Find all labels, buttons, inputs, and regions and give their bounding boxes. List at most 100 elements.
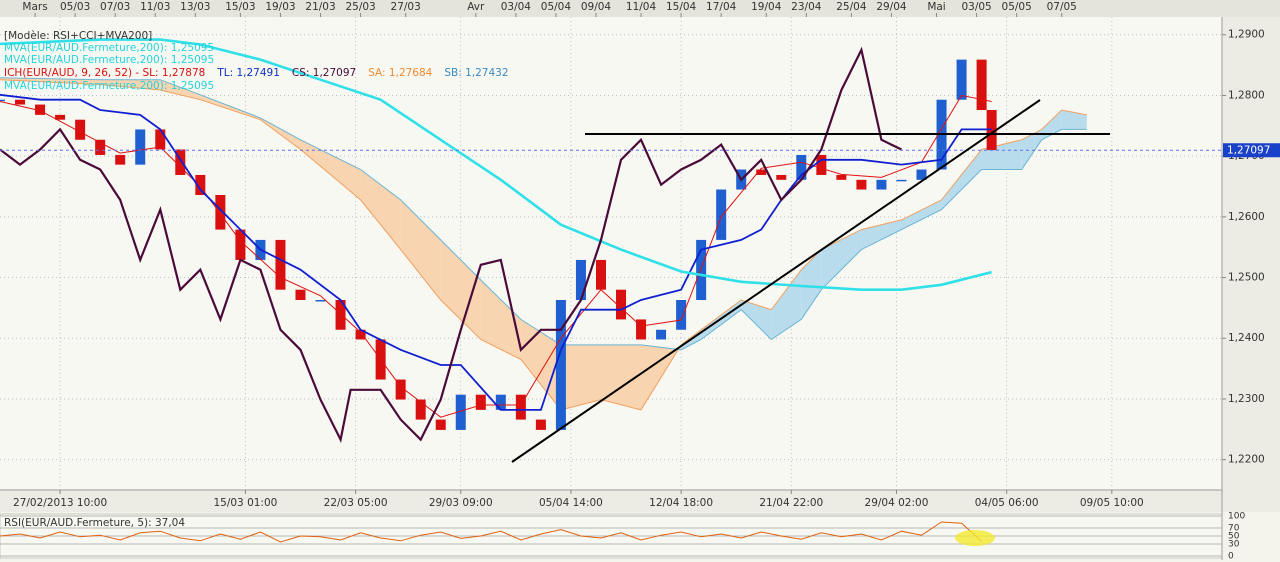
- candle: [676, 300, 687, 330]
- candle: [175, 149, 186, 175]
- candle: [0, 99, 5, 102]
- candle: [475, 394, 486, 410]
- top-axis-bar: [0, 0, 1280, 17]
- candle: [986, 110, 997, 151]
- candle: [756, 169, 767, 175]
- top-tick-label: 19/04: [751, 1, 782, 13]
- top-tick-label: Mars: [22, 1, 47, 13]
- indicator-line: [0, 38, 992, 291]
- rsi-tick-label: 50: [1228, 532, 1240, 542]
- x-tick-label: 27/02/2013 10:00: [13, 497, 107, 509]
- top-tick-label: 25/04: [836, 1, 867, 13]
- cloud-fill: [100, 79, 161, 90]
- candle: [696, 239, 707, 301]
- cloud-fill: [901, 199, 942, 230]
- top-tick-label: 07/05: [1047, 1, 1077, 13]
- rsi-tick-label: 100: [1228, 512, 1245, 522]
- cloud-fill: [1021, 129, 1042, 170]
- candle: [355, 329, 366, 340]
- top-tick-label: 05/04: [541, 1, 572, 13]
- candle: [976, 59, 987, 111]
- indicator-line: [0, 94, 992, 418]
- top-tick-label: 23/04: [791, 1, 822, 13]
- cloud-fill: [941, 149, 982, 210]
- top-tick-label: 15/04: [666, 1, 697, 13]
- candle: [656, 329, 667, 340]
- top-tick-label: 15/03: [225, 1, 255, 13]
- legend-entry: ICH(EUR/AUD, 9, 26, 52) - SL: 1,27878: [4, 67, 205, 79]
- candle: [575, 259, 586, 301]
- legend-entry: MVA(EUR/AUD.Fermeture,200): 1,25095: [4, 42, 214, 54]
- senkou-a: [0, 79, 1087, 411]
- legend-entry: MVA(EUR/AUD.Fermeture,200): 1,25095: [4, 54, 214, 66]
- y-tick-label: 1,2200: [1228, 454, 1265, 466]
- x-tick-label: 05/04 14:00: [539, 497, 603, 509]
- cloud-fill: [160, 79, 201, 100]
- y-tick-label: 1,2500: [1228, 272, 1265, 284]
- cloud-fill: [1061, 110, 1087, 130]
- candle: [716, 189, 727, 240]
- top-tick-label: Avr: [467, 1, 485, 13]
- candle: [515, 394, 526, 420]
- candle: [876, 179, 887, 190]
- top-tick-label: 09/04: [581, 1, 612, 13]
- candle: [155, 129, 166, 150]
- candle: [836, 174, 847, 180]
- candle: [636, 319, 647, 340]
- top-tick-label: 13/03: [180, 1, 210, 13]
- x-tick-label: 12/04 18:00: [649, 497, 713, 509]
- candle: [395, 379, 406, 400]
- candle: [415, 399, 426, 420]
- candle: [235, 229, 246, 260]
- candle: [495, 394, 506, 410]
- candle: [916, 169, 927, 180]
- candle: [555, 300, 566, 430]
- y-tick-label: 1,2800: [1228, 89, 1265, 101]
- candle: [335, 300, 346, 330]
- candle: [215, 194, 226, 230]
- top-tick-label: 27/03: [391, 1, 421, 13]
- last-price-label: 1,27097: [1227, 144, 1270, 156]
- cloud-fill: [480, 280, 521, 360]
- cloud-fill: [440, 239, 481, 340]
- legend-entry: TL: 1,27491: [216, 67, 280, 79]
- x-tick-label: 15/03 01:00: [213, 497, 277, 509]
- x-tick-label: 21/04 22:00: [759, 497, 823, 509]
- candle: [75, 119, 86, 140]
- indicator-line: [0, 93, 992, 411]
- top-tick-label: 05/05: [1002, 1, 1032, 13]
- senkou-b: [0, 77, 1087, 351]
- top-tick-label: Mai: [927, 1, 945, 13]
- candle: [135, 129, 146, 165]
- candle: [55, 114, 66, 120]
- cloud-fill: [560, 344, 601, 410]
- candle: [956, 59, 967, 100]
- legend-entry: MVA(EUR/AUD.Fermeture,200): 1,25095: [4, 80, 214, 92]
- candle: [35, 104, 46, 115]
- overlay: 1,22001,23001,24001,25001,26001,27001,28…: [4, 1, 1280, 562]
- cloud-fill: [741, 300, 772, 340]
- candle: [455, 394, 466, 430]
- legend-entry: SA: 1,27684: [368, 67, 432, 79]
- y-tick-label: 1,2300: [1228, 393, 1265, 405]
- candle: [95, 139, 106, 155]
- cloud-fill: [801, 249, 822, 320]
- candle: [796, 154, 807, 180]
- rsi-tick-label: 70: [1228, 524, 1240, 534]
- top-tick-label: 11/03: [140, 1, 170, 13]
- legend-entry: SB: 1,27432: [444, 67, 508, 79]
- rsi-title: RSI(EUR/AUD.Fermeture, 5): 37,04: [4, 517, 185, 529]
- rsi-tick-label: 30: [1228, 540, 1240, 550]
- candle: [816, 154, 827, 175]
- trend-line: [511, 99, 1041, 463]
- candle: [115, 154, 126, 165]
- legend-entry: [Modèle: RSI+CCI+MVA200]: [4, 30, 152, 42]
- last-price-box: [1223, 143, 1280, 158]
- x-tick-label: 29/03 09:00: [429, 497, 493, 509]
- y-tick-label: 1,2400: [1228, 332, 1265, 344]
- cloud-fill: [400, 199, 441, 300]
- indicator-line: [0, 46, 902, 443]
- candle: [275, 239, 286, 290]
